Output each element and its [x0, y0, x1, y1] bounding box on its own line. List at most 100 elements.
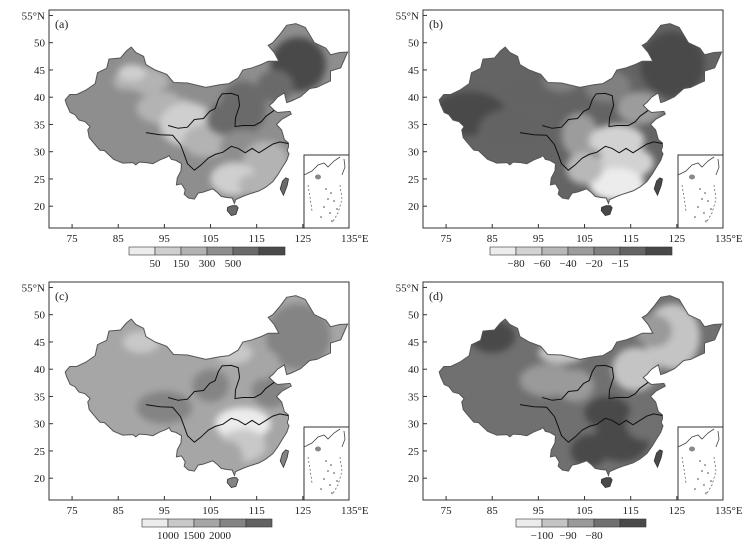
inset-island	[333, 200, 335, 202]
inset-island	[336, 480, 338, 482]
lon-tick-label: 135°E	[715, 505, 743, 517]
lat-tick-label: 25	[34, 446, 46, 458]
lon-tick-label: 135°E	[715, 233, 743, 245]
legend-label: −20	[585, 258, 603, 270]
lat-tick-label: 55°N	[22, 282, 45, 294]
legend-swatch	[567, 518, 595, 528]
lat-tick-label: 55°N	[22, 10, 45, 22]
inset-island	[705, 220, 707, 222]
taiwan-island	[279, 177, 289, 197]
taiwan-island	[653, 449, 663, 469]
hainan-island	[600, 477, 613, 488]
yellow-river	[541, 92, 649, 129]
panel-b: (b) 55°N 50 45 40 35 30 25 20 75 85 95 105 115 125 135°…	[374, 0, 747, 272]
legend-label: −90	[559, 530, 577, 542]
inset-dashed-line	[307, 456, 343, 496]
legend-swatch	[515, 246, 543, 256]
legend-swatch	[232, 246, 260, 256]
hainan-island	[226, 205, 239, 216]
shaded-field	[65, 23, 348, 204]
lon-tick-label: 115	[623, 505, 640, 517]
legend-label: −100	[531, 530, 554, 542]
lat-tick-label: 20	[408, 201, 420, 213]
lon-tick-label: 105	[576, 505, 593, 517]
legend-swatch	[128, 246, 156, 256]
lon-tick-label: 105	[202, 505, 219, 517]
lat-tick-label: 55°N	[396, 10, 419, 22]
south-china-sea-inset	[677, 426, 724, 501]
legend-swatch	[515, 518, 543, 528]
south-china-sea-inset	[303, 154, 350, 229]
lat-tick-label: 35	[34, 119, 46, 131]
inset-island	[697, 206, 699, 208]
inset-coast-east	[341, 158, 346, 176]
inset-island	[707, 200, 709, 202]
inset-island	[330, 192, 332, 194]
inset-hainan	[315, 174, 321, 180]
legend-swatch	[193, 518, 221, 528]
inset-island	[327, 470, 329, 472]
lat-tick-label: 25	[408, 174, 420, 186]
china-outline	[438, 295, 723, 478]
lat-tick-label: 45	[408, 337, 420, 349]
legend-swatch	[167, 518, 195, 528]
lat-tick-label: 50	[408, 38, 420, 50]
lon-tick-label: 75	[441, 233, 453, 245]
yellow-river	[167, 92, 275, 129]
lon-tick-label: 95	[533, 505, 545, 517]
lon-tick-label: 85	[487, 505, 499, 517]
inset-island	[323, 206, 325, 208]
inset-island	[323, 478, 325, 480]
taiwan-island	[279, 449, 289, 469]
lon-tick-label: 115	[623, 233, 640, 245]
inset-island	[707, 472, 709, 474]
lon-tick-label: 75	[67, 505, 79, 517]
legend-swatch	[258, 246, 286, 256]
lat-tick-label: 25	[34, 174, 46, 186]
legend-label: −80	[507, 258, 525, 270]
lat-tick-label: 35	[34, 391, 46, 403]
lon-tick-label: 105	[576, 233, 593, 245]
legend-swatch	[541, 246, 569, 256]
legend-swatch	[567, 246, 595, 256]
hainan-island	[600, 205, 613, 216]
legend-swatch	[206, 246, 234, 256]
legend-swatch	[180, 246, 208, 256]
inset-island	[329, 212, 331, 214]
legend-label: 1000	[157, 530, 180, 542]
legend-label: 2000	[209, 530, 232, 542]
lon-tick-label: 115	[249, 505, 266, 517]
inset-island	[699, 460, 701, 462]
hainan-island	[226, 477, 239, 488]
south-china-sea-inset	[303, 426, 350, 501]
lat-tick-label: 45	[34, 65, 46, 77]
inset-island	[336, 208, 338, 210]
inset-island	[697, 478, 699, 480]
lat-tick-label: 45	[34, 337, 46, 349]
legend-swatch	[141, 518, 169, 528]
inset-island	[704, 464, 706, 466]
inset-island	[699, 188, 701, 190]
legend-label: −80	[585, 530, 603, 542]
lon-tick-label: 135°E	[341, 233, 369, 245]
lat-tick-label: 35	[408, 119, 420, 131]
legend-swatch	[593, 246, 621, 256]
legend-label: 1500	[183, 530, 206, 542]
legend-swatch	[219, 518, 247, 528]
legend-label: 300	[199, 258, 216, 270]
panel-label: (b)	[429, 17, 443, 31]
lon-tick-label: 95	[159, 233, 171, 245]
lat-tick-label: 30	[408, 147, 420, 159]
legend-label: 150	[173, 258, 190, 270]
map-panel-b-svg: (b) 55°N 50 45 40 35 30 25 20 75 85 95 105 115 125 135°…	[396, 9, 743, 270]
inset-coastline	[677, 428, 715, 448]
lon-tick-label: 85	[113, 233, 125, 245]
inset-hainan	[689, 446, 695, 452]
inset-coastline	[303, 156, 341, 176]
inset-island	[331, 492, 333, 494]
lon-tick-label: 85	[113, 505, 125, 517]
legend-swatch	[593, 518, 621, 528]
legend-swatch	[619, 518, 647, 528]
inset-island	[327, 198, 329, 200]
yangtze-river	[519, 404, 663, 443]
